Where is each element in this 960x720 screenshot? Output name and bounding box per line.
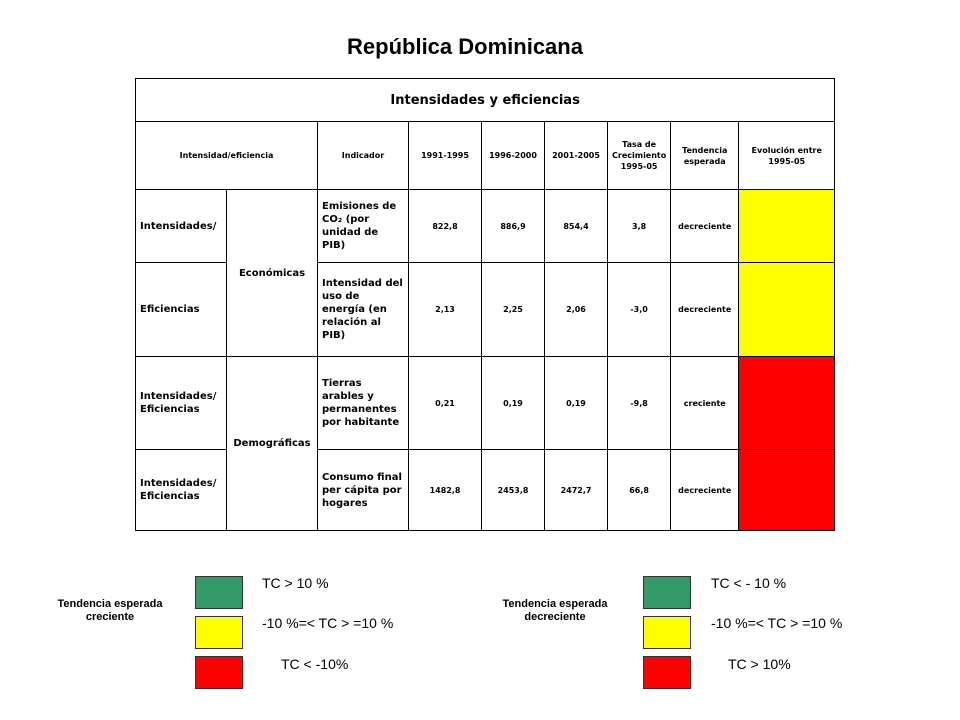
row-indicator: Tierras arables y permanentes por habita… [317,356,409,450]
row-indicator: Consumo final per cápita por hogares [317,449,409,531]
row-indicator: Emisiones de CO₂ (por unidad de PIB) [317,189,409,263]
indicators-table: Intensidades y eficiencias Intensidad/ef… [134,78,836,531]
table-row: Intensidades/ Eficiencias Consumo final … [135,449,836,531]
value-1996-2000: 0,19 [481,356,545,450]
row-type: Intensidades/ [135,189,227,263]
legend-text: -10 %=< TC > =10 % [711,615,843,631]
col-header: Tendencia esperada [670,121,740,190]
evolution-color-cell [738,262,836,357]
value-1991-1995: 822,8 [408,189,482,263]
expected-trend: decreciente [670,262,740,357]
row-type: Intensidades/ Eficiencias [135,449,227,531]
legend-decreciente-label: Tendencia esperada decreciente [502,598,608,623]
growth-rate: -9,8 [606,356,672,450]
value-1991-1995: 2,13 [408,262,482,357]
col-header: 1991-1995 [408,121,482,190]
legend-text: -10 %=< TC > =10 % [262,615,394,631]
group-label: Económicas [226,189,318,357]
legend-swatch-green [195,576,243,609]
expected-trend: decreciente [670,449,740,531]
header-row: Intensidad/eficiencia Indicador 1991-199… [135,121,836,190]
legend-creciente-label: Tendencia esperada creciente [57,598,163,623]
growth-rate: 3,8 [606,189,672,263]
evolution-color-cell [738,449,836,531]
value-1996-2000: 2,25 [481,262,545,357]
legend-swatch-yellow [643,616,691,649]
evolution-color-cell [738,189,836,263]
value-1991-1995: 1482,8 [408,449,482,531]
row-indicator: Intensidad del uso de energía (en relaci… [317,262,409,357]
table-row: Intensidades/ Eficiencias Demográficas T… [135,356,836,531]
growth-rate: 66,8 [606,449,672,531]
value-2001-2005: 0,19 [544,356,608,450]
value-1991-1995: 0,21 [408,356,482,450]
group-label: Demográficas [226,356,318,531]
table-row: Intensidades/ Económicas Emisiones de CO… [135,189,836,357]
legend-text: TC < - 10 % [711,575,787,591]
legend-text: TC > 10% [728,656,791,672]
expected-trend: decreciente [670,189,740,263]
page-title: República Dominicana [347,34,583,59]
col-header: 1996-2000 [481,121,545,190]
col-header: Indicador [317,121,409,190]
expected-trend: creciente [670,356,740,450]
table-row: Eficiencias Intensidad del uso de energí… [135,262,836,357]
value-2001-2005: 2472,7 [544,449,608,531]
row-type: Eficiencias [135,262,227,357]
legend-swatch-green [643,576,691,609]
growth-rate: -3,0 [606,262,672,357]
row-type: Intensidades/ Eficiencias [135,356,227,450]
col-header: Evolución entre 1995-05 [738,121,836,190]
legend-text: TC > 10 % [262,575,329,591]
evolution-color-cell [738,356,836,450]
value-1996-2000: 886,9 [481,189,545,263]
value-2001-2005: 854,4 [544,189,608,263]
col-header: Tasa de Crecimiento 1995-05 [606,121,672,190]
col-header: Intensidad/eficiencia [135,121,318,190]
legend-swatch-yellow [195,616,243,649]
legend-swatch-red [643,656,691,689]
col-header: 2001-2005 [544,121,608,190]
value-2001-2005: 2,06 [544,262,608,357]
value-1996-2000: 2453,8 [481,449,545,531]
table-caption: Intensidades y eficiencias [134,78,836,122]
legend-text: TC < -10% [281,656,349,672]
legend-swatch-red [195,656,243,689]
